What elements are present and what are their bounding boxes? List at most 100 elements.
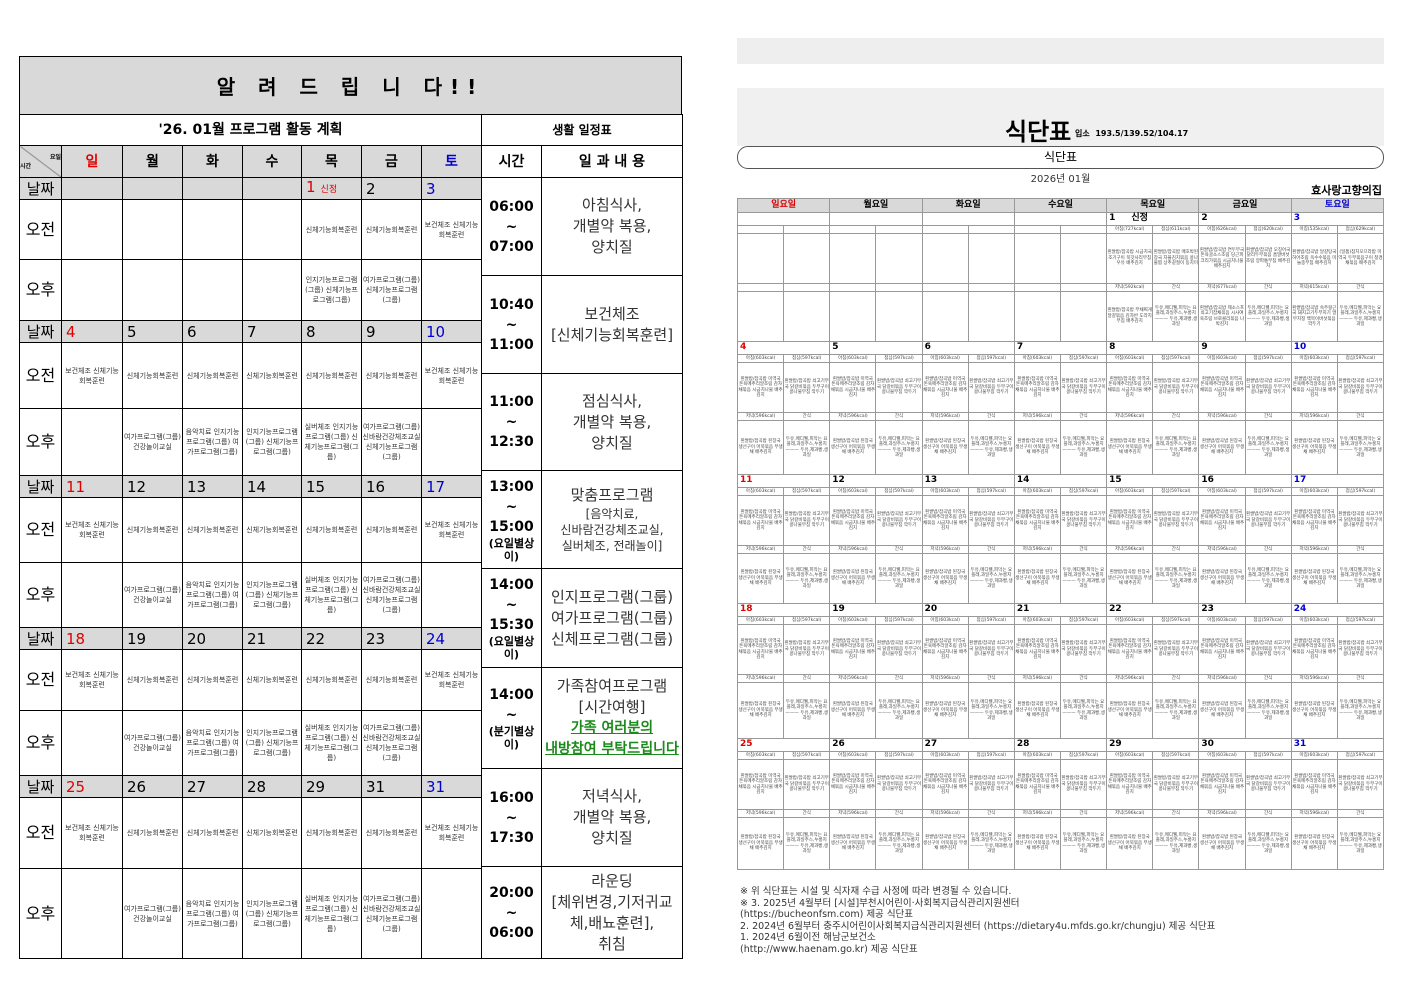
meal-label: 아침(603kcal) bbox=[921, 354, 969, 363]
meal-label: 점심(597kcal) bbox=[783, 751, 831, 760]
meal-label: 저녁(596kcal) bbox=[1013, 809, 1061, 818]
meal-menu: 두유,메디웰,피막는 요플레,과일주스,누룽지 ——— 두유,제과빵,생과일 bbox=[1059, 553, 1108, 604]
meal-label: 간식 bbox=[1244, 283, 1292, 292]
activity-cell: 신체기능회복훈련 bbox=[182, 342, 243, 409]
meal-menu bbox=[829, 233, 877, 284]
time-line: ~ bbox=[505, 218, 518, 235]
row-label-pm: 오후 bbox=[19, 710, 62, 776]
date-row: 18 19 20 21 22 23 24 bbox=[736, 603, 1385, 617]
date-cell: 26 bbox=[829, 738, 923, 752]
meal-menu: 흰쌀밥/잡곡밥 된장국 생선구이 어묵볶음 무생채 배추김치 bbox=[1106, 682, 1154, 739]
weekday-header: 화 bbox=[182, 145, 243, 178]
activity-cell bbox=[421, 259, 482, 321]
meal-menu bbox=[736, 291, 785, 342]
meal-label: 아침(603kcal) bbox=[1198, 354, 1246, 363]
meal-menu: 흰쌀밥/잡곡밥 미역국 돈육메추리알조림 감자채볶음 시금치나물 배추김치 bbox=[921, 362, 969, 413]
meal-menu bbox=[736, 233, 785, 284]
meal-label: 점심(597kcal) bbox=[967, 354, 1015, 363]
activity-cell bbox=[242, 199, 302, 260]
date-cell: 14 bbox=[1013, 474, 1108, 488]
meal-menu: 두유,메디웰,피막는 요플레,과일주스,누룽지 ——— 두유,제과빵,생과일 bbox=[1152, 420, 1200, 475]
meal-label: 점심(597kcal) bbox=[1059, 751, 1108, 760]
meal-label bbox=[967, 225, 1015, 234]
meal-label: 저녁(596kcal) bbox=[1290, 674, 1338, 683]
activity-cell: 음악치료 인지기능프로그램(그룹) 여가프로그램(그룹) bbox=[182, 868, 243, 959]
meal-menu: 흰쌀밥/잡곡밥 된장국 생선구이 어묵볶음 무생채 배추김치 bbox=[736, 682, 785, 739]
activity-cell: 신체기능회복훈련 bbox=[242, 649, 302, 711]
meal-label: 아침(603kcal) bbox=[829, 354, 877, 363]
activity-cell: 신체기능회복훈련 bbox=[301, 797, 362, 869]
row-label-date: 날짜 bbox=[19, 177, 62, 200]
time-line: ~ bbox=[505, 316, 518, 333]
meal-label: 저녁(677kcal) bbox=[1198, 283, 1246, 292]
activity-cell: 실버체조 인지기능프로그램(그룹) 신체기능프로그램(그룹) bbox=[301, 868, 362, 959]
date-cell: 29 bbox=[1106, 738, 1200, 752]
meal-label: 점심(597kcal) bbox=[783, 487, 831, 496]
date-row: 날짜 11 12 13 14 15 16 17 bbox=[19, 475, 482, 498]
meal-label: 점심(597kcal) bbox=[783, 616, 831, 625]
meal-label: 점심(620kcal) bbox=[1244, 225, 1292, 234]
meal-menu: 두유,메디웰,피막는 요플레,과일주스,누룽지 ——— 두유,제과빵,생과일 bbox=[783, 682, 831, 739]
meal-menu bbox=[783, 291, 831, 342]
meal-menu: 흰쌀밥/잡곡밥 미역국 돈육메추리알조림 감자채볶음 시금치나물 배추김치 bbox=[1198, 495, 1246, 546]
meal-menu bbox=[1059, 233, 1108, 284]
meal-label: 저녁(596kcal) bbox=[829, 545, 877, 554]
date-cell: 5 bbox=[122, 320, 183, 343]
meal-menu: 흰쌀밥/잡곡밥 된장국 생선구이 어묵볶음 무생채 배추김치 bbox=[736, 817, 785, 870]
meal-menu: 두유,메디웰,피막는 요플레,과일주스,누룽지 ——— 두유,제과빵,생과일 bbox=[1336, 420, 1385, 475]
meal-label bbox=[829, 283, 877, 292]
content-line: [신체기능회복훈련] bbox=[550, 325, 674, 344]
meal-label: 아침(603kcal) bbox=[921, 487, 969, 496]
meal-label: 저녁(596kcal) bbox=[921, 809, 969, 818]
meal-menu: 흰쌀밥/잡곡밥 된장국 생선구이 어묵볶음 무생채 배추김치 bbox=[736, 420, 785, 475]
meal-label bbox=[736, 225, 785, 234]
meal-label: 아침(603kcal) bbox=[1106, 616, 1154, 625]
meal-menu: 흰쌀밥/잡곡밥 오징어국 닭리두부볶음 흡말버섯조림 양파통무침 배추김치 bbox=[1244, 233, 1292, 284]
date-cell bbox=[829, 212, 923, 226]
meal-calendar: 일요일 월요일 화요일 수요일 목요일 금요일 토요일 1 신정 2 3 아침(727kcal) 점심(… bbox=[736, 198, 1385, 870]
meal-menu bbox=[875, 291, 923, 342]
activity-cell bbox=[61, 259, 123, 321]
time-line: 11:00 bbox=[489, 336, 534, 353]
meal-menu bbox=[1059, 291, 1108, 342]
date-cell: 1 신정 bbox=[1106, 212, 1200, 226]
meal-menu: 흰쌀밥/잡곡밥 미역국 돈육메추리알조림 감자채볶음 시금치나물 배추김치 bbox=[829, 759, 877, 810]
meal-menu: 흰쌀밥/잡곡밥 된장국 생선구이 어묵볶음 무생채 배추김치 bbox=[1106, 420, 1154, 475]
meal-menu: 두유,메디웰,피막는 요플레,과일주스,누룽지 ——— 두유,제과빵,생과일 bbox=[1059, 817, 1108, 870]
daily-schedule: 생활 일정표 시간 일 과 내 용 06:00 ~07:00 아침식사, 개별약 복용, 양치… bbox=[480, 114, 684, 959]
pm-row: 오후 여가프로그램(그룹) 건강놀이교실 음악치료 인지기능프로그램(그룹) 여가프… bbox=[19, 408, 482, 476]
date-cell: 14 bbox=[242, 475, 302, 498]
activity-cell: 음악치료 인지기능프로그램(그룹) 여가프로그램(그룹) bbox=[182, 562, 243, 628]
date-row: 1 신정 2 3 bbox=[736, 212, 1385, 226]
schedule-content: 가족참여프로그램 [시간여행] 가족 여러분의 내방참여 부탁드립니다 bbox=[540, 667, 684, 769]
meal-label: 간식 bbox=[875, 412, 923, 421]
meal-label bbox=[829, 225, 877, 234]
content-line: 양치질 bbox=[591, 829, 633, 847]
meal-label: 점심(629kcal) bbox=[1336, 225, 1385, 234]
date-cell: 12 bbox=[122, 475, 183, 498]
date-cell: 22 bbox=[301, 627, 362, 650]
date-cell: 20 bbox=[921, 603, 1015, 617]
meal-label: 점심(597kcal) bbox=[1152, 616, 1200, 625]
time-line: 16:00 bbox=[489, 789, 534, 806]
meal-menu: 두유,메디웰,피막는 요플레,과일주스,누룽지 ——— 두유,제과빵,생과일 bbox=[875, 553, 923, 604]
activity-cell bbox=[61, 710, 123, 776]
time-line: 20:00 bbox=[489, 884, 534, 901]
date-cell: 7 bbox=[1013, 341, 1108, 355]
date-cell: 31 bbox=[421, 775, 482, 798]
meal-menu: 흰쌀밥/잡곡밥 된장국 생선구이 어묵볶음 무생채 배추김치 bbox=[1290, 682, 1338, 739]
meal-menu: 흰쌀밥/잡곡밥 연두부국 돈육굴소스조림 당근피크리가볶음 시금치나물 배추김치 bbox=[1198, 233, 1246, 284]
meal-label: 저녁(596kcal) bbox=[829, 412, 877, 421]
row-label-date: 날짜 bbox=[19, 320, 62, 343]
activity-cell: 여가프로그램(그룹) 건강놀이교실 bbox=[122, 868, 183, 959]
note-line: ※ 위 식단표는 시설 및 식자재 수급 사정에 따라 변경될 수 있습니다. bbox=[740, 886, 1012, 897]
meal-menu: 흰쌀밥/잡곡밥 미역국 돈육메추리알조림 감자채볶음 시금치나물 배추김치 bbox=[736, 624, 785, 675]
schedule-time: 20:00 ~06:00 bbox=[481, 866, 542, 959]
meal-label: 점심(597kcal) bbox=[967, 751, 1015, 760]
date-cell bbox=[122, 177, 183, 200]
meal-label: 점심(597kcal) bbox=[1059, 616, 1108, 625]
meal-label: 아침(603kcal) bbox=[921, 616, 969, 625]
meal-menu: 흰쌀밥/잡곡밥 쇠고기무국 닭갈비볶음 두부구이 콩나물무침 깍두기 bbox=[1336, 759, 1385, 810]
meal-label: 점심(597kcal) bbox=[783, 354, 831, 363]
meal-label: 저녁(596kcal) bbox=[1290, 545, 1338, 554]
